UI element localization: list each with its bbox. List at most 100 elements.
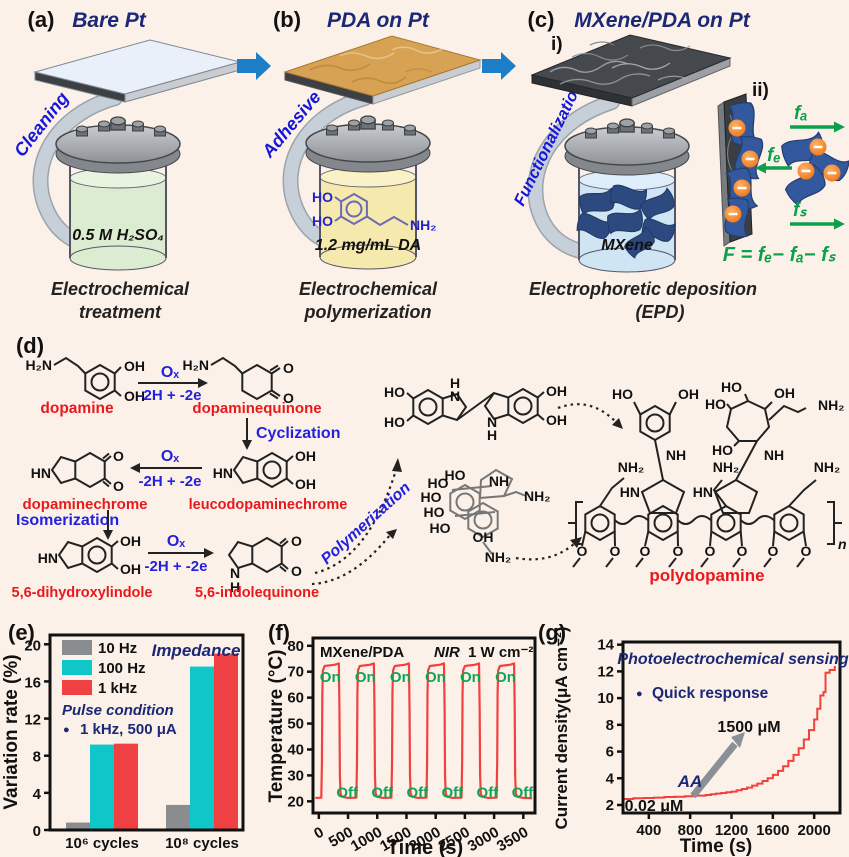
svg-text:Isomerization: Isomerization <box>16 512 119 529</box>
svg-text:10 Hz: 10 Hz <box>98 640 137 657</box>
panel-g-label: (g) <box>538 620 566 645</box>
svg-text:On: On <box>320 669 341 686</box>
name-dihydroxylindole: 5,6-dihydroxylindole <box>12 585 153 601</box>
svg-text:On: On <box>495 669 516 686</box>
svg-text:14: 14 <box>597 637 614 654</box>
bullet-icon: ● <box>636 688 643 700</box>
e-annotation-title: Pulse condition <box>62 702 174 719</box>
svg-text:OH: OH <box>678 386 699 402</box>
svg-text:-2H + -2e: -2H + -2e <box>139 387 202 404</box>
pda-plate <box>283 35 482 105</box>
svg-text:2000: 2000 <box>797 822 830 839</box>
g-analyte-label: AA <box>677 772 703 791</box>
svg-text:HO: HO <box>445 467 466 483</box>
svg-text:O: O <box>610 543 621 559</box>
name-leucodopaminechrome: leucodopaminechrome <box>189 497 348 513</box>
svg-text:O: O <box>673 543 684 559</box>
oxidation-arrow-3: Oₓ -2H + -2e <box>145 533 214 575</box>
svg-text:-2H + -2e: -2H + -2e <box>145 558 208 575</box>
svg-text:O: O <box>291 563 302 579</box>
svg-text:H₂N: H₂N <box>26 357 52 373</box>
sensing-line-chart: 2 4 6 8 10 12 14 400 800 1200 1600 2000 (g) Current… <box>538 620 849 857</box>
svg-text:OH: OH <box>295 476 316 492</box>
svg-text:20: 20 <box>24 637 41 654</box>
step-arrow-2 <box>482 52 516 80</box>
svg-text:0: 0 <box>311 824 327 843</box>
force-formula: F = fₑ− fₐ− fₛ <box>723 244 836 266</box>
f-nir-label: NIR <box>434 644 460 661</box>
svg-text:HN: HN <box>693 484 713 500</box>
cyclization-arrow: Cyclization <box>242 418 340 450</box>
reaction-scheme: (d) H₂N OH OH dopamine Oₓ -2H + -2e H₂N … <box>12 333 847 601</box>
molecule-bisindole: H N N H HO HO OH OH <box>384 375 567 443</box>
svg-text:Oₓ: Oₓ <box>161 364 179 381</box>
step-arrow-1 <box>237 52 271 80</box>
svg-text:16: 16 <box>24 674 41 691</box>
svg-text:O: O <box>283 360 294 376</box>
beaker-c: MXene <box>564 118 690 273</box>
svg-text:HO: HO <box>721 379 742 395</box>
molecule-indolequinone: N H O O 5,6-indolequinone <box>195 533 319 601</box>
force-e-label: fₑ <box>767 145 781 166</box>
svg-text:H: H <box>450 375 460 391</box>
schematic-row: (a) Bare Pt Cleaning 0.5 M H₂SO₄ Electro… <box>10 7 849 322</box>
svg-text:OH: OH <box>124 388 145 404</box>
svg-text:O: O <box>113 478 124 494</box>
impedance-bar-chart: 0 4 8 12 16 20 10⁶ cycles 10⁸ cycles 10 Hz 100 Hz… <box>1 620 245 852</box>
svg-text:OH: OH <box>546 383 567 399</box>
force-s-label: fₛ <box>793 200 807 221</box>
g-quick-response: Quick response <box>652 685 769 702</box>
panel-c-title: MXene/PDA on Pt <box>574 9 750 32</box>
svg-text:O: O <box>801 543 812 559</box>
svg-text:Oₓ: Oₓ <box>167 533 185 550</box>
svg-text:10⁸ cycles: 10⁸ cycles <box>165 835 239 852</box>
name-indolequinone: 5,6-indolequinone <box>195 585 319 601</box>
svg-text:HN: HN <box>213 465 233 481</box>
svg-text:12: 12 <box>24 712 41 729</box>
e-annotation: 1 kHz, 500 μA <box>80 721 177 738</box>
g-x-axis-label: Time (s) <box>680 836 753 857</box>
svg-text:O: O <box>737 543 748 559</box>
panel-c-sub-ii: ii) <box>752 80 769 101</box>
g-high-conc: 1500 μM <box>717 719 780 736</box>
svg-text:NH: NH <box>764 447 784 463</box>
force-a-label: fₐ <box>794 103 808 124</box>
ho-label-2: HO <box>312 213 333 229</box>
svg-text:OH: OH <box>546 412 567 428</box>
caption-a-2: treatment <box>79 302 162 322</box>
polymerization-label: Polymerization <box>318 479 414 568</box>
svg-text:O: O <box>705 543 716 559</box>
svg-text:6: 6 <box>606 744 614 761</box>
molecule-dihydroxylindole: HN OH OH 5,6-dihydroxylindole <box>12 533 153 601</box>
f-x-axis-label: Time (s) <box>387 837 463 857</box>
svg-text:Off: Off <box>336 785 359 802</box>
svg-text:OH: OH <box>124 358 145 374</box>
nh2-label: NH₂ <box>410 217 436 233</box>
svg-text:40: 40 <box>287 741 304 758</box>
svg-text:4: 4 <box>606 770 615 787</box>
dopamine-molecule <box>334 192 409 227</box>
f-y-axis-label: Temperature (°C) <box>266 650 287 803</box>
molecule-dopaminequinone: H₂N O O dopaminequinone <box>183 356 322 417</box>
svg-text:0: 0 <box>33 823 41 840</box>
svg-text:HN: HN <box>38 550 58 566</box>
mxene-plate <box>530 34 732 107</box>
panel-f-label: (f) <box>268 620 290 645</box>
caption-c-2: (EPD) <box>636 302 685 322</box>
oxidation-arrow-2: Oₓ -2H + -2e <box>130 448 202 490</box>
name-dopamine: dopamine <box>40 400 114 417</box>
svg-text:HO: HO <box>421 489 442 505</box>
svg-text:1200: 1200 <box>715 822 748 839</box>
caption-b-2: polymerization <box>303 302 431 322</box>
svg-text:OH: OH <box>120 533 141 549</box>
svg-text:Cyclization: Cyclization <box>256 425 340 442</box>
svg-text:NH₂: NH₂ <box>524 488 550 504</box>
panel-c-label: (c) <box>528 7 555 32</box>
svg-text:800: 800 <box>678 822 703 839</box>
panel-e-label: (e) <box>8 620 35 645</box>
bare-pt-plate <box>33 39 242 103</box>
name-polydopamine: polydopamine <box>649 566 764 585</box>
svg-text:HO: HO <box>705 396 726 412</box>
molecule-polydopamine: n O O O O O O O O HN HN NH₂ NH₂ NH₂ HO O… <box>568 379 847 585</box>
svg-text:50: 50 <box>287 716 304 733</box>
